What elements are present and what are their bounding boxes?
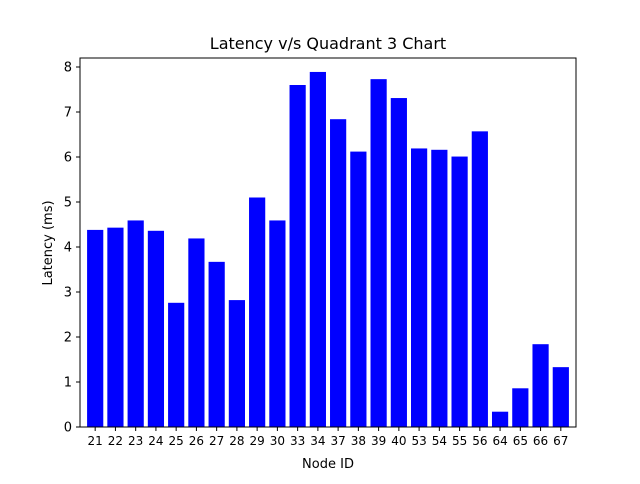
bar-67 bbox=[552, 367, 569, 427]
y-ticks-group: 0 1 2 3 4 5 6 7 8 bbox=[64, 61, 80, 436]
x-tick-label: 21 bbox=[88, 434, 103, 448]
x-tick-label: 23 bbox=[128, 434, 143, 448]
bar-39 bbox=[370, 79, 387, 428]
bar-40 bbox=[390, 98, 407, 428]
bar-29 bbox=[249, 197, 266, 427]
y-tick-label: 6 bbox=[64, 151, 72, 166]
y-tick-label: 1 bbox=[64, 376, 72, 391]
x-tick-label: 40 bbox=[391, 434, 406, 448]
x-tick-label: 65 bbox=[513, 434, 528, 448]
bar-37 bbox=[330, 119, 347, 427]
y-tick-label: 5 bbox=[64, 196, 72, 211]
bar-27 bbox=[208, 261, 225, 427]
x-tick-label: 33 bbox=[290, 434, 305, 448]
x-axis-label: Node ID bbox=[302, 457, 354, 472]
x-tick-label: 28 bbox=[229, 434, 244, 448]
bar-26 bbox=[188, 238, 205, 427]
x-tick-label: 67 bbox=[553, 434, 568, 448]
bar-64 bbox=[491, 411, 509, 427]
x-tick-label: 34 bbox=[310, 434, 325, 448]
x-tick-label: 55 bbox=[452, 434, 467, 448]
bar-30 bbox=[269, 220, 286, 427]
bar-66 bbox=[532, 344, 549, 427]
bar-28 bbox=[228, 300, 245, 427]
x-tick-label: 22 bbox=[108, 434, 123, 448]
bar-55 bbox=[451, 156, 468, 428]
bar-25 bbox=[168, 302, 185, 427]
x-ticks-group: 21 22 23 24 25 26 27 28 29 30 33 34 37 38 39 40 53 54 55 56… bbox=[88, 427, 568, 448]
bar-34 bbox=[309, 71, 326, 427]
bar-21 bbox=[87, 229, 104, 427]
x-tick-label: 39 bbox=[371, 434, 386, 448]
x-tick-label: 26 bbox=[189, 434, 204, 448]
x-tick-label: 29 bbox=[249, 434, 264, 448]
chart-title: Latency v/s Quadrant 3 Chart bbox=[210, 34, 446, 53]
x-tick-label: 54 bbox=[432, 434, 447, 448]
x-tick-label: 27 bbox=[209, 434, 224, 448]
x-tick-label: 25 bbox=[169, 434, 184, 448]
bar-33 bbox=[289, 85, 306, 427]
bars-group bbox=[87, 71, 569, 428]
y-tick-label: 8 bbox=[64, 61, 72, 76]
x-tick-label: 53 bbox=[411, 434, 426, 448]
x-tick-label: 64 bbox=[492, 434, 507, 448]
x-tick-label: 56 bbox=[472, 434, 487, 448]
bar-53 bbox=[411, 148, 428, 427]
plot-frame bbox=[79, 57, 577, 428]
y-tick-label: 3 bbox=[64, 286, 72, 301]
bar-54 bbox=[431, 149, 448, 428]
x-tick-label: 66 bbox=[533, 434, 548, 448]
bar-38 bbox=[350, 151, 367, 427]
bar-65 bbox=[512, 388, 529, 427]
x-tick-label: 24 bbox=[148, 434, 163, 448]
x-tick-label: 30 bbox=[270, 434, 285, 448]
bar-24 bbox=[147, 230, 165, 427]
y-axis-label: Latency (ms) bbox=[41, 200, 56, 285]
bar-22 bbox=[107, 227, 124, 427]
x-tick-label: 37 bbox=[330, 434, 345, 448]
y-tick-label: 2 bbox=[64, 331, 72, 346]
x-tick-label: 38 bbox=[351, 434, 366, 448]
y-tick-label: 0 bbox=[64, 421, 72, 436]
y-tick-label: 7 bbox=[64, 106, 72, 121]
bar-23 bbox=[127, 220, 144, 427]
bar-56 bbox=[471, 131, 488, 427]
y-tick-label: 4 bbox=[64, 241, 72, 256]
